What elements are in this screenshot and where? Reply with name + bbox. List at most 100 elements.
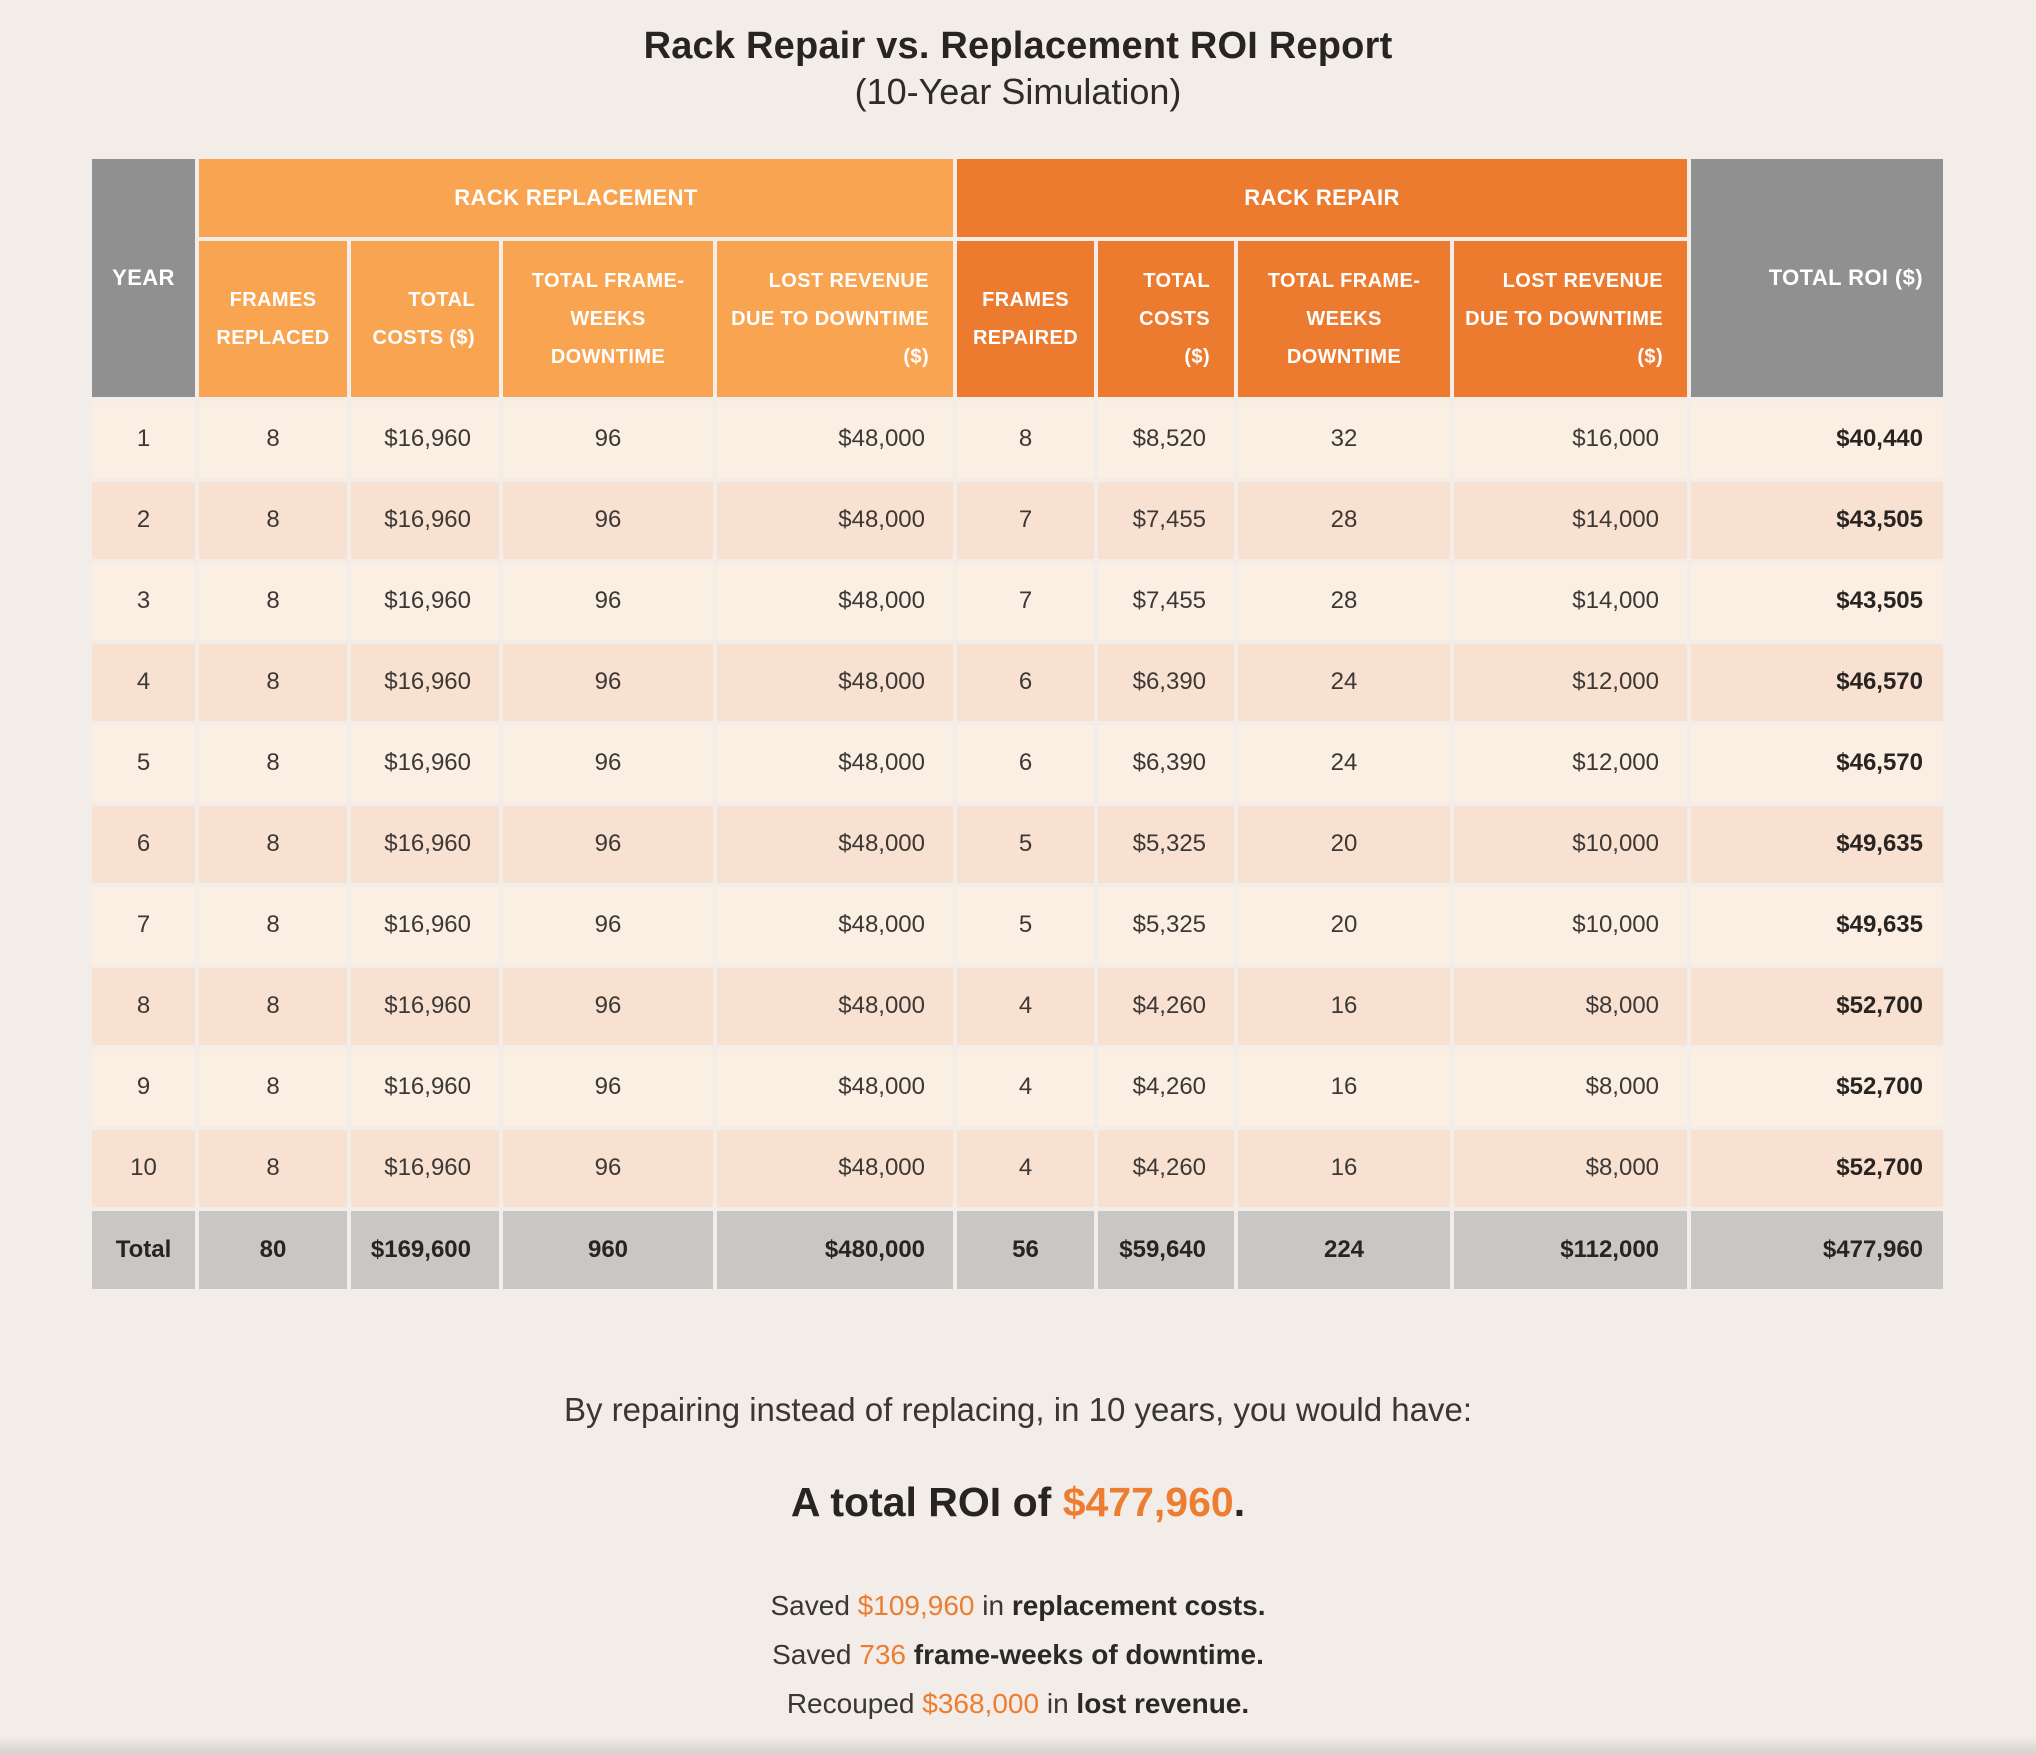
data-cell: $16,960 — [351, 643, 499, 721]
data-cell: $112,000 — [1454, 1210, 1688, 1289]
data-cell: 4 — [957, 967, 1095, 1045]
data-cell: $7,455 — [1098, 562, 1235, 640]
data-cell: $40,440 — [1691, 400, 1944, 478]
data-cell: 20 — [1238, 805, 1451, 883]
data-cell: $43,505 — [1691, 562, 1944, 640]
replacement-frame-weeks-header: TOTAL FRAME- WEEKS DOWNTIME — [503, 240, 713, 397]
data-cell: 96 — [503, 805, 713, 883]
data-cell: 7 — [957, 481, 1095, 559]
data-cell: $10,000 — [1454, 805, 1688, 883]
row-label-cell: 1 — [92, 400, 195, 478]
roi-suffix-text: . — [1233, 1478, 1246, 1525]
row-label-cell: 2 — [92, 481, 195, 559]
data-cell: $169,600 — [351, 1210, 499, 1289]
data-cell: $14,000 — [1454, 562, 1688, 640]
row-label-cell: 7 — [92, 886, 195, 964]
data-cell: 20 — [1238, 886, 1451, 964]
data-cell: 96 — [503, 562, 713, 640]
summary-section: By repairing instead of replacing, in 10… — [0, 1391, 2036, 1720]
data-cell: $46,570 — [1691, 643, 1944, 721]
repair-frame-weeks-header: TOTAL FRAME- WEEKS DOWNTIME — [1238, 240, 1451, 397]
data-cell: $8,000 — [1454, 1129, 1688, 1207]
data-cell: $8,000 — [1454, 1048, 1688, 1126]
saved-downtime-emphasis: frame-weeks of downtime. — [913, 1638, 1264, 1670]
data-cell: $49,635 — [1691, 805, 1944, 883]
data-cell: 96 — [503, 886, 713, 964]
table-row: 9 8 $16,960 96 $48,000 4 $4,260 16 $8,000 $52,700 — [92, 1048, 1944, 1126]
data-cell: 8 — [199, 562, 347, 640]
data-cell: $48,000 — [717, 643, 954, 721]
data-cell: 5 — [957, 805, 1095, 883]
data-cell: 8 — [199, 886, 347, 964]
year-column-header: YEAR — [92, 158, 195, 397]
data-cell: $8,000 — [1454, 967, 1688, 1045]
table-row: 4 8 $16,960 96 $48,000 6 $6,390 24 $12,000 $46,57… — [92, 643, 1944, 721]
data-cell: $4,260 — [1098, 1129, 1235, 1207]
data-cell: $48,000 — [717, 967, 954, 1045]
data-cell: $48,000 — [717, 724, 954, 802]
row-label-cell: 10 — [92, 1129, 195, 1207]
total-row: Total 80 $169,600 960 $480,000 56 $59,640 224 $1… — [92, 1210, 1944, 1289]
data-cell: $16,960 — [351, 805, 499, 883]
sub-header-row: FRAMES REPLACED TOTAL COSTS ($) TOTAL FR… — [92, 240, 1943, 397]
data-cell: 96 — [503, 400, 713, 478]
roi-comparison-table: YEAR RACK REPLACEMENT RACK REPAIR TOTAL … — [88, 155, 1947, 1293]
data-cell: $16,960 — [351, 886, 499, 964]
frames-replaced-header: FRAMES REPLACED — [199, 240, 347, 397]
data-cell: $5,325 — [1098, 886, 1235, 964]
table-row: 2 8 $16,960 96 $48,000 7 $7,455 28 $14,000 $43,50… — [92, 481, 1944, 559]
row-label-cell: 8 — [92, 967, 195, 1045]
table-row: 5 8 $16,960 96 $48,000 6 $6,390 24 $12,000 $46,57… — [92, 724, 1944, 802]
data-cell: $16,960 — [351, 724, 499, 802]
repair-lost-revenue-header: LOST REVENUE DUE TO DOWNTIME ($) — [1454, 240, 1688, 397]
table-row: 3 8 $16,960 96 $48,000 7 $7,455 28 $14,000 $43,50… — [92, 562, 1944, 640]
data-cell: 6 — [957, 724, 1095, 802]
data-cell: $48,000 — [717, 886, 954, 964]
data-cell: $48,000 — [717, 805, 954, 883]
recouped-middle: in — [1039, 1687, 1077, 1719]
data-cell: $6,390 — [1098, 724, 1235, 802]
repair-total-costs-header: TOTAL COSTS ($) — [1098, 240, 1235, 397]
data-cell: 8 — [199, 967, 347, 1045]
data-cell: $48,000 — [717, 1129, 954, 1207]
data-cell: 4 — [957, 1048, 1095, 1126]
saved-costs-amount: $109,960 — [857, 1589, 975, 1621]
group-header-row: YEAR RACK REPLACEMENT RACK REPAIR TOTAL … — [92, 158, 1944, 397]
data-cell: $14,000 — [1454, 481, 1688, 559]
data-cell: 5 — [957, 886, 1095, 964]
data-cell: $4,260 — [1098, 1048, 1235, 1126]
data-cell: $16,960 — [351, 1048, 499, 1126]
roi-prefix-text: A total ROI of — [790, 1478, 1063, 1525]
data-cell: 16 — [1238, 1129, 1451, 1207]
data-cell: $16,960 — [351, 562, 499, 640]
rack-replacement-group-header: RACK REPLACEMENT — [199, 158, 954, 237]
data-cell: 16 — [1238, 1048, 1451, 1126]
recouped-prefix: Recouped — [786, 1687, 923, 1719]
table-row: 6 8 $16,960 96 $48,000 5 $5,325 20 $10,000 $49,63… — [92, 805, 1944, 883]
saved-downtime-amount: 736 — [859, 1638, 906, 1670]
data-cell: 16 — [1238, 967, 1451, 1045]
data-cell: $48,000 — [717, 481, 954, 559]
data-cell: $48,000 — [717, 1048, 954, 1126]
data-cell: 7 — [957, 562, 1095, 640]
data-cell: 8 — [199, 481, 347, 559]
data-cell: 96 — [503, 643, 713, 721]
data-cell: 28 — [1238, 562, 1451, 640]
saved-costs-line: Saved $109,960 in replacement costs. — [0, 1590, 2036, 1622]
data-cell: 96 — [503, 724, 713, 802]
summary-roi-line: A total ROI of $477,960. — [0, 1479, 2036, 1526]
data-cell: $48,000 — [717, 562, 954, 640]
data-cell: $5,325 — [1098, 805, 1235, 883]
data-cell: 8 — [199, 724, 347, 802]
data-cell: 96 — [503, 1129, 713, 1207]
recouped-amount: $368,000 — [922, 1687, 1040, 1719]
summary-detail-lines: Saved $109,960 in replacement costs. Sav… — [0, 1590, 2036, 1720]
data-cell: $16,960 — [351, 1129, 499, 1207]
data-cell: 8 — [199, 805, 347, 883]
saved-downtime-middle — [906, 1639, 914, 1670]
data-cell: 8 — [199, 400, 347, 478]
data-cell: $16,000 — [1454, 400, 1688, 478]
data-cell: 8 — [199, 1048, 347, 1126]
data-cell: $49,635 — [1691, 886, 1944, 964]
